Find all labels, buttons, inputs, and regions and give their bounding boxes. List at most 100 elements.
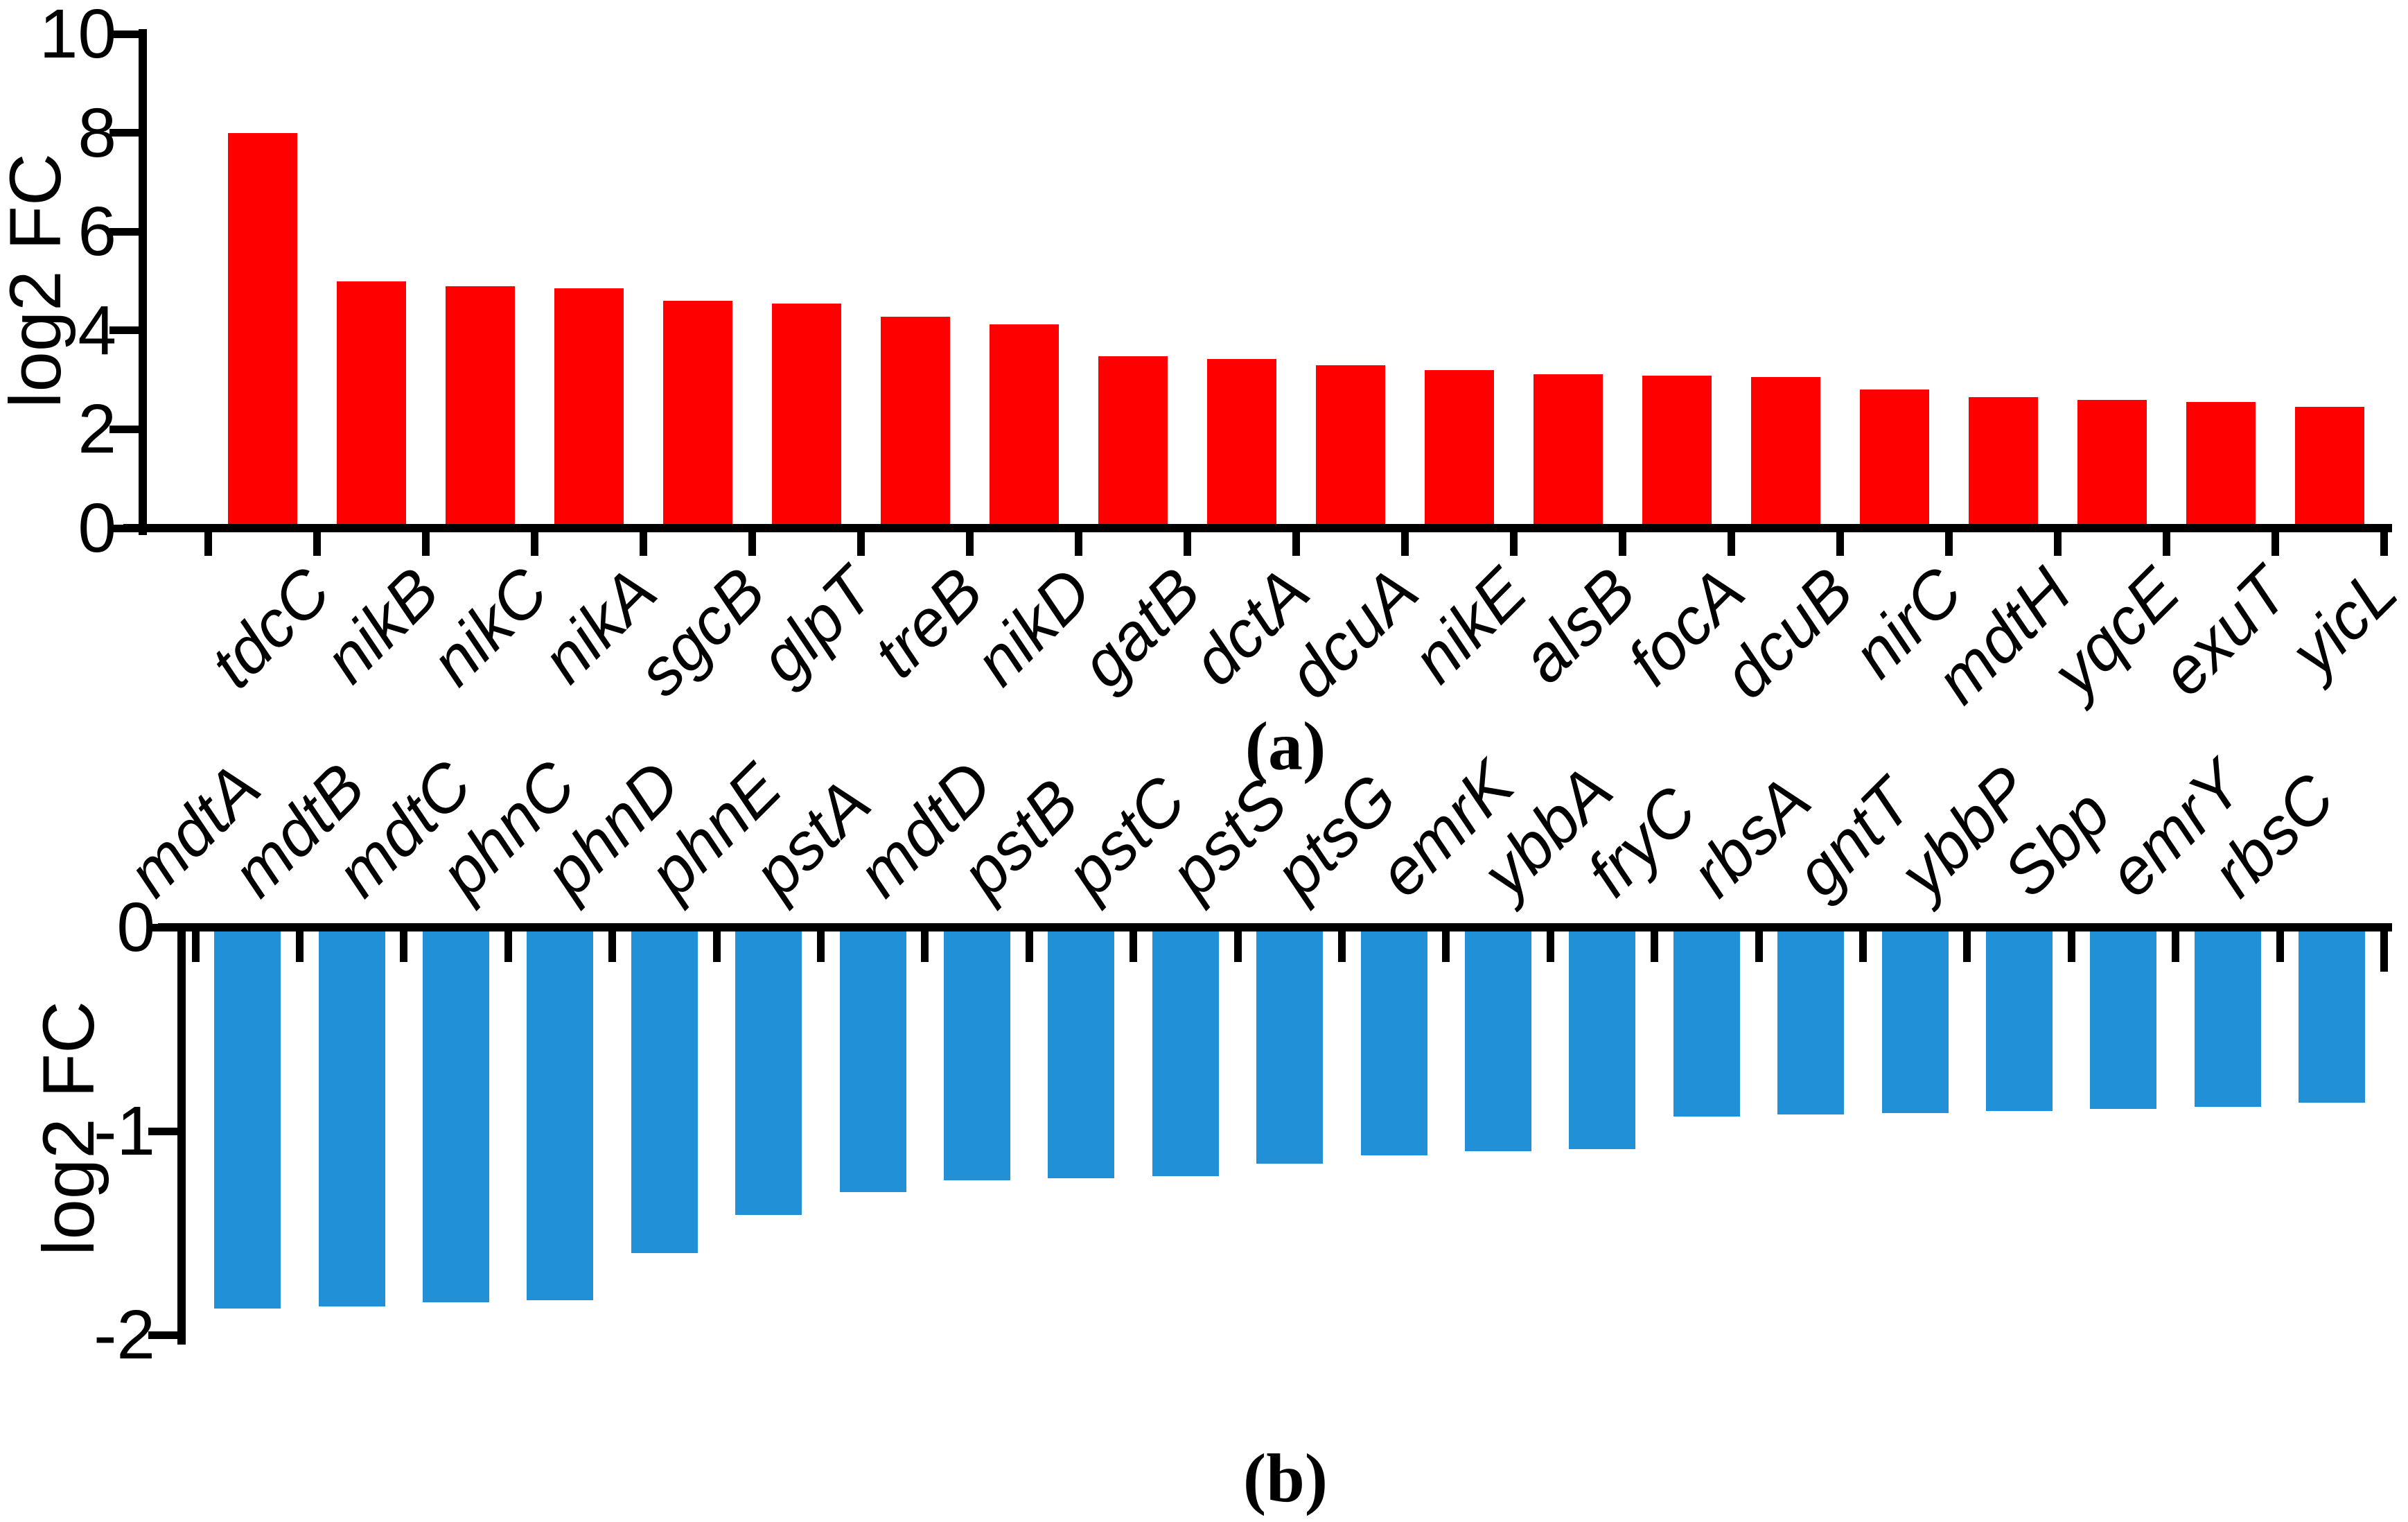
x-tick [313, 531, 321, 556]
bar-mdtA [214, 927, 281, 1309]
x-tick [2162, 531, 2170, 556]
bar-phnD [631, 927, 698, 1254]
y-axis-line [139, 29, 147, 535]
x-tick [2276, 930, 2284, 962]
x-tick [204, 531, 212, 556]
bar-emrY [2194, 927, 2261, 1107]
bar-yicL [2294, 407, 2364, 528]
bar-pstC [1152, 927, 1219, 1176]
bar-alsB [1533, 374, 1603, 528]
bar-dctA [1206, 359, 1276, 528]
bar-nikC [445, 286, 515, 528]
y-tick-label: 2 [78, 390, 116, 469]
bar-pstA [839, 927, 906, 1193]
x-tick [1546, 930, 1554, 962]
x-tick [639, 531, 647, 556]
bar-nikE [1424, 369, 1494, 528]
bar-phnC [527, 927, 594, 1301]
x-tick [504, 930, 512, 962]
y-tick [109, 425, 143, 433]
bar-gntT [1881, 927, 1949, 1113]
y-tick [109, 129, 143, 137]
bar-ybbP [1986, 927, 2053, 1111]
x-tick [1442, 930, 1450, 962]
bar-mdtB [318, 927, 385, 1306]
bar-focA [1642, 376, 1712, 528]
x-tick [2053, 531, 2062, 556]
x-tick [1944, 531, 1953, 556]
x-tick [816, 930, 825, 962]
bar-dcuA [1315, 365, 1385, 528]
bar-mdtH [1968, 397, 2038, 528]
panel-b-caption: (b) [1242, 1440, 1328, 1516]
y-tick [148, 1127, 182, 1135]
x-tick [2067, 930, 2075, 962]
y-tick [109, 30, 143, 38]
y-tick [109, 326, 143, 335]
x-tick [1025, 930, 1033, 962]
chart-a-y-axis-title: log2 FC [0, 153, 76, 408]
bar-nikB [336, 281, 406, 528]
x-tick [748, 531, 756, 556]
bar-ybbA [1569, 927, 1636, 1150]
bar-ptsG [1360, 927, 1427, 1156]
x-tick [1292, 531, 1300, 556]
bar-sgcB [662, 301, 732, 528]
x-tick [1183, 531, 1191, 556]
x-tick [1651, 930, 1659, 962]
bar-mdtD [944, 927, 1010, 1180]
bar-nikD [989, 324, 1059, 528]
x-tick [856, 531, 865, 556]
bar-gatB [1098, 356, 1168, 528]
bar-tdcC [227, 132, 297, 528]
x-tick [1858, 930, 1867, 962]
x-tick [295, 930, 304, 962]
x-tick [1727, 531, 1735, 556]
bar-Sbp [2090, 927, 2157, 1109]
x-tick [1618, 531, 1626, 556]
x-tick [1755, 930, 1763, 962]
y-tick [148, 1331, 182, 1339]
x-tick [965, 531, 974, 556]
x-tick [712, 930, 721, 962]
y-tick [148, 923, 182, 931]
y-tick-label: -2 [94, 1296, 155, 1374]
x-tick [2172, 930, 2180, 962]
x-tick [1400, 531, 1409, 556]
bar-pstB [1048, 927, 1115, 1178]
bar-nikA [554, 288, 624, 528]
y-tick [109, 227, 143, 236]
x-axis-line [123, 524, 2392, 532]
x-tick [1509, 531, 1518, 556]
y-tick-label: 6 [78, 193, 116, 271]
y-tick [109, 524, 143, 532]
x-tick [1836, 531, 1844, 556]
x-tick [1074, 531, 1082, 556]
panel-a-caption: (a) [1245, 708, 1326, 785]
x-tick [191, 930, 200, 962]
x-tick [421, 531, 430, 556]
bar-emrK [1465, 927, 1531, 1152]
x-tick [921, 930, 929, 962]
x-tick [530, 531, 538, 556]
x-tick [1130, 930, 1138, 962]
bar-nirC [1859, 390, 1929, 528]
bar-rbsA [1777, 927, 1845, 1115]
bar-glpT [771, 303, 841, 528]
x-axis-line [158, 923, 2392, 931]
bar-mdtC [423, 927, 489, 1302]
bar-treB [880, 316, 950, 528]
bar-exuT [2186, 402, 2256, 528]
y-tick-label: 4 [78, 291, 116, 369]
x-tick [2271, 531, 2279, 556]
x-tick [1337, 930, 1346, 962]
chart-b-y-axis-title: log2 FC [28, 1001, 109, 1256]
y-tick-label: 0 [78, 489, 116, 567]
y-tick-label: -1 [94, 1092, 155, 1170]
y-tick-label: 8 [78, 94, 116, 172]
x-tick [2380, 930, 2388, 972]
bar-pstS [1256, 927, 1324, 1164]
y-tick-label: 10 [39, 0, 116, 73]
